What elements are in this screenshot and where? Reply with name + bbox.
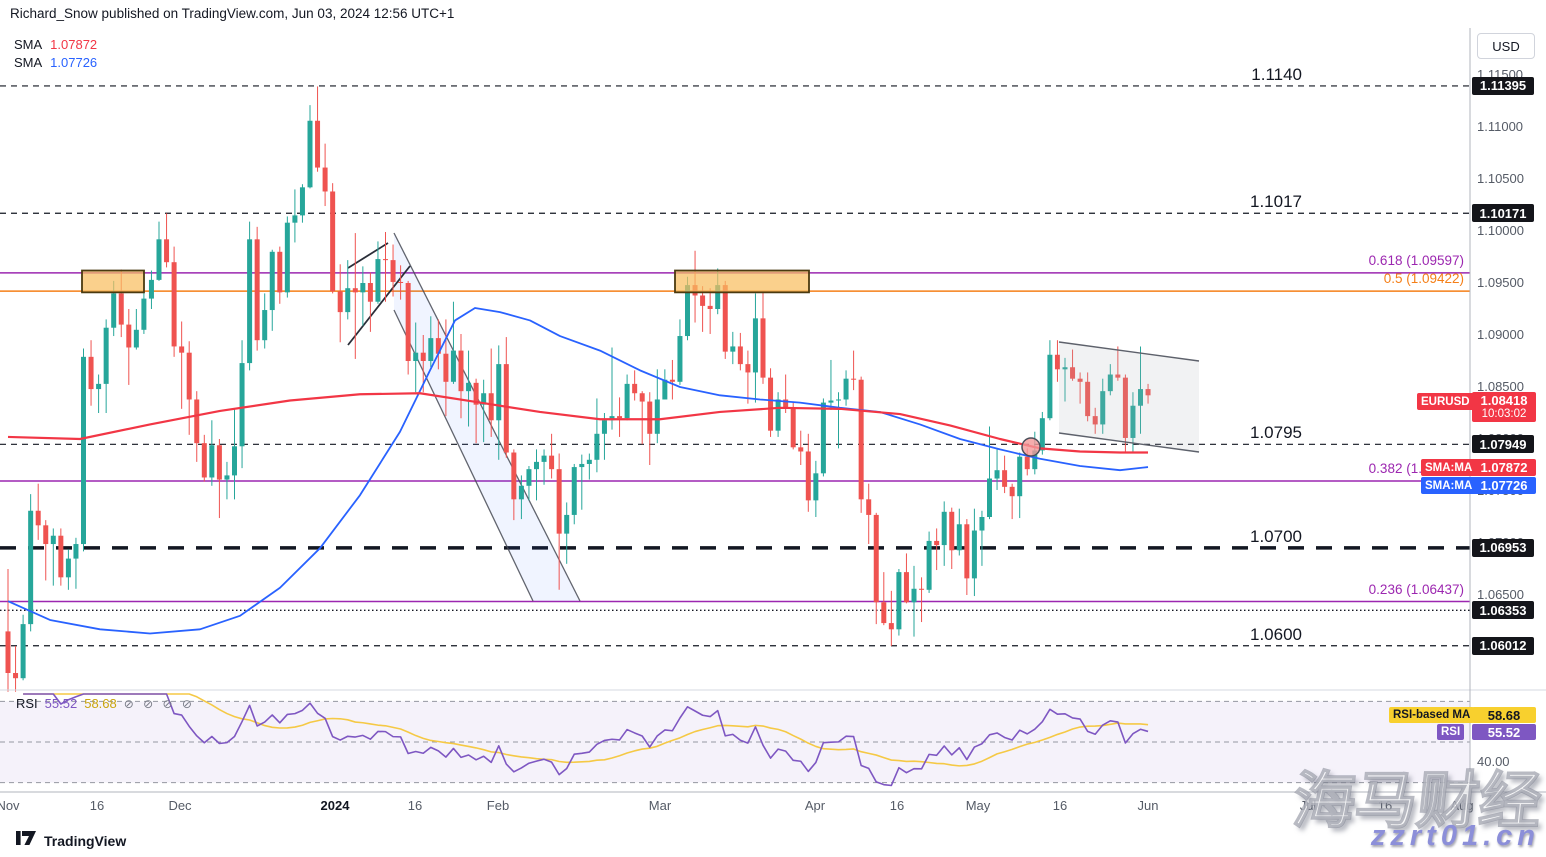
fib-level-label: 0.618 (1.09597) (1368, 252, 1464, 268)
time-tick: 16 (89, 798, 105, 813)
rsi-axis-value: 55.52 (1472, 724, 1536, 740)
price-level-label: 1.0700 (1250, 526, 1302, 546)
bar-close-countdown: 10:03:02 (1481, 407, 1527, 420)
rsi-legend[interactable]: RSI 55.52 58.68 ⊘ ⊘ ⊘ ⊘ (16, 696, 195, 711)
price-tick: 1.09000 (1477, 327, 1524, 342)
price-tick: 1.06500 (1477, 587, 1524, 602)
rsi-axis-tick: 40.00 (1477, 754, 1510, 769)
price-tick: 1.11000 (1477, 119, 1524, 134)
watermark-url: zzrt01.cn (1370, 820, 1540, 852)
price-mark-label: 1.11395 (1472, 76, 1534, 95)
tradingview-brand-text: TradingView (44, 832, 127, 849)
time-tick: Dec (168, 798, 192, 813)
price-mark-label: 1.06012 (1472, 636, 1534, 655)
time-tick: Feb (486, 798, 510, 813)
rsi-tag: RSI (1437, 724, 1465, 740)
time-tick: Aug (1450, 798, 1474, 813)
price-level-label: 1.0600 (1250, 624, 1302, 644)
sma-fast-axis-value: 1.07872 (1472, 459, 1536, 476)
sma-slow-legend[interactable]: SMA 1.07726 (14, 55, 97, 70)
time-tick: Jul (1299, 798, 1317, 813)
time-tick: Nov (0, 798, 20, 813)
publish-header: Richard_Snow published on TradingView.co… (10, 6, 455, 21)
rsi-legend-title: RSI (16, 696, 38, 711)
price-level-label: 1.1140 (1251, 64, 1302, 84)
sma-fast-tag: SMA:MA (1421, 459, 1477, 476)
time-tick: Apr (804, 798, 826, 813)
fib-level-label: 0.236 (1.06437) (1368, 581, 1464, 597)
sma-fast-label: SMA (14, 37, 43, 52)
rsi-legend-value: 55.52 (44, 696, 78, 711)
rsi-ma-axis-value: 58.68 (1472, 707, 1536, 723)
price-mark-label: 1.06953 (1472, 538, 1534, 557)
fib-level-label: 0.5 (1.09422) (1383, 271, 1464, 287)
price-tick: 1.09500 (1477, 275, 1524, 290)
price-level-label: 1.1017 (1250, 192, 1302, 212)
time-tick: Mar (648, 798, 672, 813)
time-tick: 16 (889, 798, 905, 813)
price-mark-label: 1.07949 (1472, 435, 1534, 454)
price-level-label: 1.0795 (1250, 423, 1302, 443)
time-tick: Jun (1137, 798, 1159, 813)
price-mark-label: 1.10171 (1472, 204, 1534, 223)
tradingview-footer[interactable]: TradingView (16, 831, 126, 850)
sma-slow-label: SMA (14, 55, 43, 70)
price-tick: 1.08500 (1477, 379, 1524, 394)
tradingview-logo-icon (16, 831, 37, 850)
rsi-ma-tag: RSI-based MA (1389, 707, 1475, 723)
sma-slow-tag: SMA:MA (1421, 477, 1477, 494)
time-tick: May (965, 798, 991, 813)
price-mark-label: 1.06353 (1472, 601, 1534, 620)
currency-toggle-button[interactable]: USD (1477, 33, 1535, 59)
sma-slow-value: 1.07726 (50, 55, 98, 70)
time-tick: 2024 (320, 798, 350, 813)
time-tick: 16 (1052, 798, 1068, 813)
symbol-price-tag: EURUSD (1417, 393, 1474, 410)
time-tick: 16 (407, 798, 423, 813)
sma-fast-legend[interactable]: SMA 1.07872 (14, 37, 97, 52)
time-tick: 16 (1377, 798, 1393, 813)
sma-slow-axis-value: 1.07726 (1472, 477, 1536, 494)
indicator-action-icons[interactable]: ⊘ ⊘ ⊘ ⊘ (123, 696, 195, 711)
rsi-ma-legend-value: 58.68 (84, 696, 117, 711)
sma-fast-value: 1.07872 (50, 37, 98, 52)
last-price-value: 1.08418 (1480, 392, 1528, 408)
price-tick: 1.10500 (1477, 171, 1524, 186)
price-tick: 1.10000 (1477, 223, 1524, 238)
last-price-axis-label: 1.08418 10:03:02 (1472, 392, 1536, 422)
